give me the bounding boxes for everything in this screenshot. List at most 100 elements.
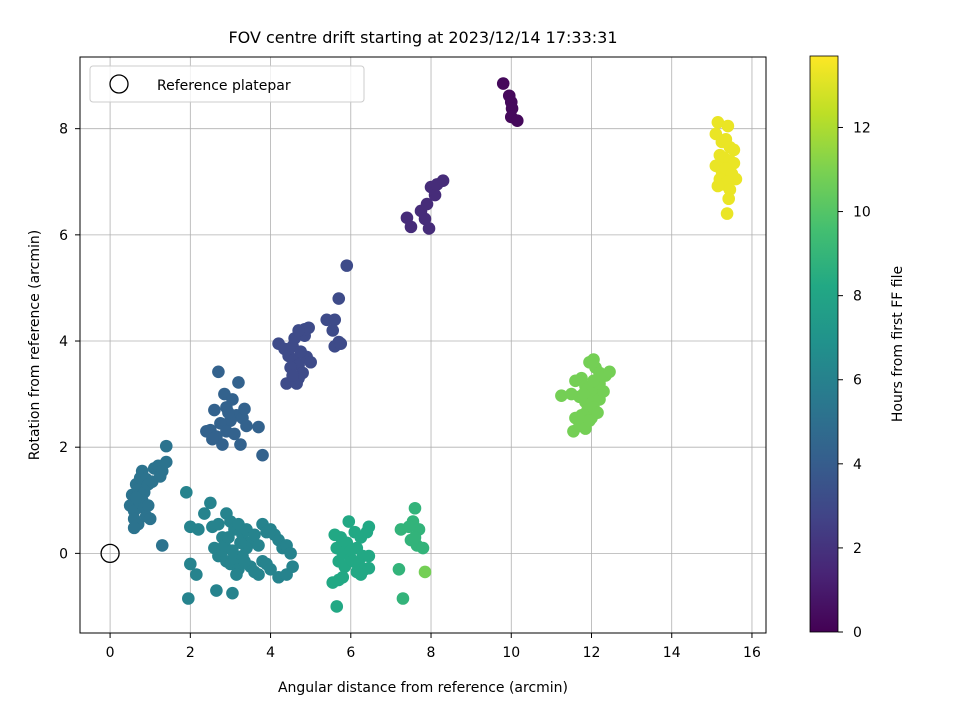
data-point <box>153 470 167 483</box>
colorbar-tick-label: 12 <box>853 120 871 136</box>
y-tick-label: 2 <box>59 440 68 456</box>
data-point <box>210 584 223 597</box>
x-tick-label: 8 <box>427 645 436 661</box>
x-tick-label: 16 <box>743 645 761 661</box>
x-tick-label: 10 <box>502 645 520 661</box>
data-point <box>326 324 340 337</box>
x-axis-label: Angular distance from reference (arcmin) <box>278 680 568 696</box>
colorbar-tick-label: 0 <box>853 625 862 641</box>
data-point <box>587 374 600 388</box>
y-tick-label: 6 <box>59 228 68 244</box>
data-point <box>330 600 344 613</box>
data-point <box>212 517 225 531</box>
plot-frame <box>79 56 767 634</box>
data-point <box>496 77 510 90</box>
data-point <box>232 376 245 389</box>
data-point <box>192 523 205 536</box>
data-point <box>238 402 251 416</box>
data-point <box>159 455 173 469</box>
data-point <box>420 197 434 211</box>
data-point <box>332 292 346 305</box>
data-point <box>141 499 155 512</box>
x-axis-ticks: 0 2 4 6 8 10 12 14 16 <box>106 633 761 661</box>
data-point <box>711 115 725 129</box>
data-point <box>240 419 253 433</box>
colorbar-ticks: 0 2 4 6 8 10 12 <box>838 120 871 641</box>
data-point <box>226 544 239 558</box>
colorbar: 0 2 4 6 8 10 12 Hours from first FF file <box>809 55 906 641</box>
colorbar-tick-label: 2 <box>853 541 862 557</box>
data-point <box>342 515 356 528</box>
colorbar-tick-label: 4 <box>853 457 862 473</box>
data-point <box>127 521 141 535</box>
data-point <box>346 555 360 568</box>
data-point <box>591 406 604 419</box>
x-tick-label: 2 <box>186 645 195 661</box>
data-point <box>727 143 741 157</box>
data-point <box>216 438 229 451</box>
data-point <box>129 491 143 504</box>
data-point <box>234 536 247 550</box>
data-point <box>350 565 364 579</box>
data-point <box>252 420 265 434</box>
y-axis-label: Rotation from reference (arcmin) <box>27 230 43 460</box>
data-point <box>408 501 422 515</box>
data-point <box>212 365 225 379</box>
x-tick-label: 6 <box>346 645 355 661</box>
colorbar-label: Hours from first FF file <box>890 266 906 422</box>
data-point <box>155 539 169 552</box>
data-point <box>248 528 261 542</box>
data-point <box>555 389 568 402</box>
data-points <box>123 77 743 613</box>
data-point <box>711 179 725 193</box>
grid-lines <box>80 57 766 633</box>
y-tick-label: 0 <box>59 546 68 562</box>
data-point <box>180 486 193 499</box>
y-axis-ticks: 0 2 4 6 8 <box>59 122 80 562</box>
data-point <box>436 174 450 187</box>
reference-marker <box>100 543 120 564</box>
colorbar-tick-label: 8 <box>853 289 862 305</box>
data-point <box>418 212 432 226</box>
chart-title: FOV centre drift starting at 2023/12/14 … <box>228 28 617 47</box>
data-point <box>284 547 297 560</box>
data-point <box>238 555 251 568</box>
data-point <box>286 560 299 573</box>
data-point <box>334 337 348 350</box>
data-point <box>396 592 410 605</box>
data-point <box>230 568 243 581</box>
y-tick-label: 4 <box>59 334 68 350</box>
data-point <box>422 222 436 235</box>
legend: Reference platepar <box>89 65 365 103</box>
data-point <box>204 496 217 510</box>
data-point <box>577 387 590 401</box>
data-point <box>208 403 221 417</box>
data-point <box>416 541 430 555</box>
data-point <box>392 562 406 576</box>
data-point <box>184 557 197 571</box>
data-point <box>228 427 241 441</box>
data-point <box>362 549 376 563</box>
data-point <box>336 570 350 584</box>
data-point <box>402 520 416 534</box>
reference-point <box>100 543 120 564</box>
data-point <box>190 568 203 581</box>
data-point <box>226 586 239 600</box>
colorbar-tick-label: 6 <box>853 373 862 389</box>
x-tick-label: 12 <box>583 645 601 661</box>
data-point <box>252 568 265 581</box>
data-point <box>583 414 596 427</box>
data-point <box>222 531 235 544</box>
data-point <box>182 592 195 605</box>
data-point <box>264 562 277 576</box>
data-point <box>722 192 735 206</box>
data-point <box>234 438 247 451</box>
data-point <box>418 565 432 579</box>
data-point <box>159 439 173 453</box>
data-point <box>143 512 157 526</box>
data-point <box>222 406 235 419</box>
legend-box <box>89 65 365 103</box>
data-point <box>286 369 299 382</box>
data-point <box>206 432 219 446</box>
